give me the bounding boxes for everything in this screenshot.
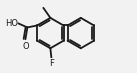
Text: F: F (49, 59, 54, 68)
Text: HO: HO (5, 19, 18, 28)
Text: O: O (22, 42, 29, 51)
